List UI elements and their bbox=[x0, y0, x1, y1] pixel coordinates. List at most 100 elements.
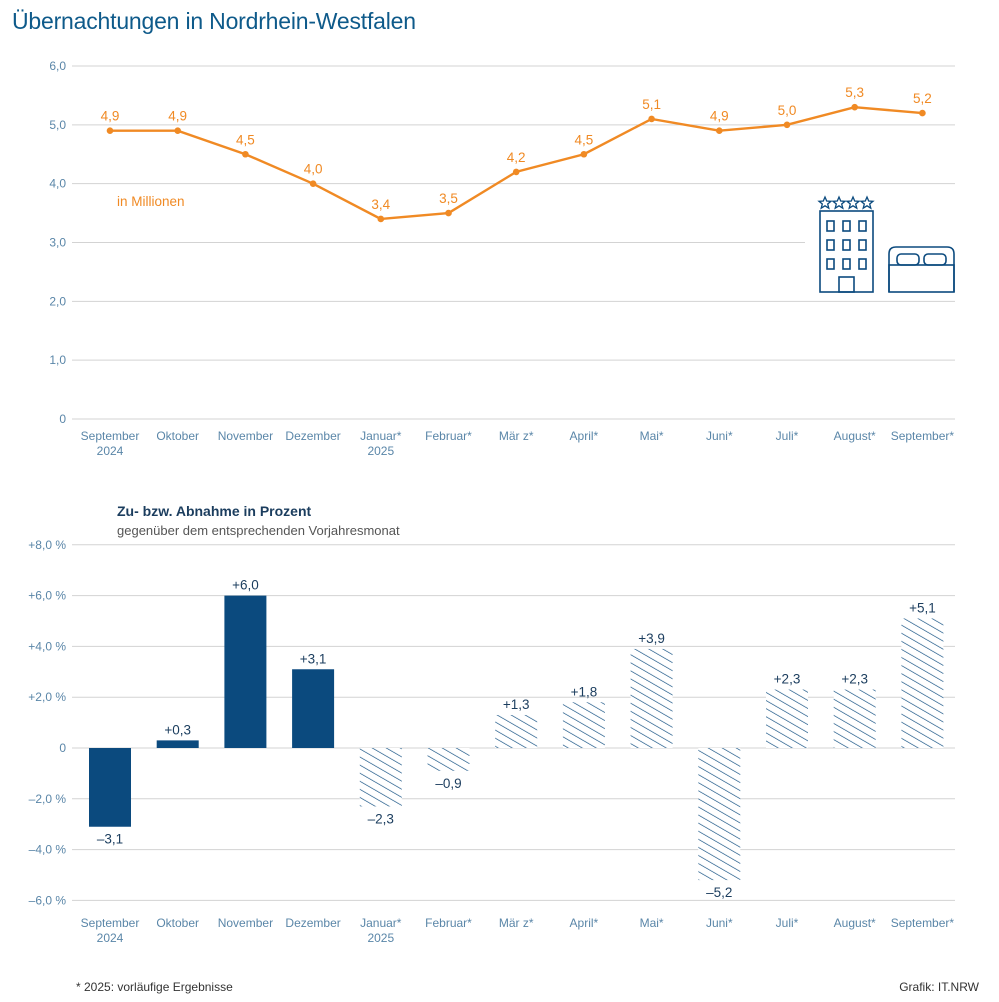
data-label: 3,5 bbox=[439, 191, 458, 206]
y-tick-label: 0 bbox=[59, 412, 66, 426]
footnote: * 2025: vorläufige Ergebnisse bbox=[76, 980, 233, 994]
y-tick-label: 2,0 bbox=[49, 294, 66, 308]
x-tick-label: November bbox=[218, 429, 273, 443]
data-point bbox=[106, 127, 114, 135]
x-tick-label: Februar* bbox=[425, 916, 472, 930]
x-tick-label: Juli* bbox=[776, 916, 799, 930]
bar bbox=[562, 702, 605, 748]
data-label: 4,5 bbox=[575, 132, 594, 147]
bar bbox=[292, 669, 335, 748]
x-tick-label: April* bbox=[570, 429, 599, 443]
x-tick-label: Juli* bbox=[776, 429, 799, 443]
data-label: 5,1 bbox=[642, 97, 661, 112]
bar bbox=[359, 748, 402, 807]
x-tick-label: September* bbox=[891, 429, 955, 443]
hotel-icon bbox=[819, 210, 874, 293]
bar bbox=[495, 714, 538, 748]
y-tick-label: +4,0 % bbox=[28, 639, 66, 653]
x-tick-label: Mär z* bbox=[499, 429, 534, 443]
line-series bbox=[106, 103, 926, 223]
data-point bbox=[174, 127, 181, 135]
bar-y-axis: –6,0 % –4,0 % –2,0 % 0 +2,0 % +4,0 % +6,0 % +8,… bbox=[28, 538, 66, 908]
data-point bbox=[580, 150, 588, 158]
x-tick-label: Mai* bbox=[640, 429, 664, 443]
data-label: +2,3 bbox=[841, 672, 868, 687]
star-icon bbox=[845, 195, 861, 210]
x-tick-label: September 2024 bbox=[81, 916, 140, 945]
bar-x-axis: September 2024 Oktober November Dezember Janu… bbox=[81, 916, 955, 945]
y-tick-label: –6,0 % bbox=[29, 893, 67, 907]
line-x-axis: September 2024 Oktober November Dezember Janu… bbox=[81, 429, 955, 458]
x-tick-label: November bbox=[218, 916, 273, 930]
data-label: –3,1 bbox=[97, 832, 123, 847]
bar-chart-subtitle: gegenüber dem entsprechenden Vorjahresmo… bbox=[117, 523, 400, 538]
data-label: 5,2 bbox=[913, 91, 932, 106]
data-point bbox=[377, 215, 385, 223]
unit-label: in Millionen bbox=[117, 194, 185, 209]
x-tick-label: August* bbox=[834, 916, 876, 930]
bar bbox=[427, 748, 470, 771]
star-icon bbox=[831, 195, 847, 210]
star-icon bbox=[817, 195, 833, 210]
x-tick-label: Dezember bbox=[285, 429, 340, 443]
x-tick-label: September 2024 bbox=[81, 429, 140, 458]
bar bbox=[156, 740, 199, 748]
data-point bbox=[445, 209, 452, 217]
data-label: +3,1 bbox=[300, 651, 327, 666]
data-point bbox=[716, 127, 723, 135]
y-tick-label: 4,0 bbox=[49, 177, 66, 191]
data-point bbox=[309, 180, 317, 187]
data-label: 4,9 bbox=[710, 109, 729, 124]
bar-chart-title: Zu- bzw. Abnahme in Prozent bbox=[117, 503, 312, 519]
x-tick-label: Oktober bbox=[156, 429, 199, 443]
y-tick-label: 1,0 bbox=[49, 353, 66, 367]
x-tick-label: April* bbox=[570, 916, 599, 930]
source-credit: Grafik: IT.NRW bbox=[899, 980, 979, 994]
data-label: +2,3 bbox=[774, 672, 801, 687]
x-tick-label: Oktober bbox=[156, 916, 199, 930]
data-label: 5,0 bbox=[778, 103, 797, 118]
y-tick-label: 3,0 bbox=[49, 236, 66, 250]
x-tick-label: Juni* bbox=[706, 916, 733, 930]
chart-title: Übernachtungen in Nordrhein-Westfalen bbox=[12, 8, 416, 34]
y-tick-label: +6,0 % bbox=[28, 589, 66, 603]
bar-value-labels: –3,1 +0,3 +6,0 +3,1 –2,3 –0,9 +1,3 +1,8 +3,9 –5,2… bbox=[97, 578, 936, 900]
x-tick-label: Januar* 2025 bbox=[360, 916, 402, 945]
data-label: –0,9 bbox=[435, 776, 461, 791]
data-point bbox=[648, 115, 655, 123]
data-label: 4,0 bbox=[304, 162, 323, 177]
data-label: +0,3 bbox=[164, 722, 191, 737]
data-label: +3,9 bbox=[638, 631, 665, 646]
y-tick-label: –4,0 % bbox=[29, 843, 67, 857]
x-tick-label: August* bbox=[834, 429, 876, 443]
bar-chart: Zu- bzw. Abnahme in Prozent gegenüber de… bbox=[28, 503, 955, 945]
data-label: +1,3 bbox=[503, 697, 530, 712]
star-rating-icons bbox=[817, 195, 875, 210]
star-icon bbox=[859, 195, 875, 210]
data-label: +1,8 bbox=[571, 684, 598, 699]
x-tick-label: Januar* 2025 bbox=[360, 429, 402, 458]
y-tick-label: +8,0 % bbox=[28, 538, 66, 552]
data-label: +6,0 bbox=[232, 578, 259, 593]
y-tick-label: 5,0 bbox=[49, 118, 66, 132]
line-gridlines bbox=[72, 65, 955, 420]
data-label: 4,9 bbox=[168, 109, 187, 124]
y-tick-label: –2,0 % bbox=[29, 792, 67, 806]
chart-canvas: 0 1,0 2,0 3,0 4,0 5,0 6,0 September 2024 Oktober… bbox=[28, 59, 955, 945]
bar bbox=[766, 689, 808, 748]
data-label: 5,3 bbox=[845, 85, 864, 100]
line-value-labels: 4,9 4,9 4,5 4,0 3,4 3,5 4,2 4,5 5,1 4,9 5,0 5,3 5,2 bbox=[101, 85, 932, 212]
data-point bbox=[851, 103, 858, 111]
bar bbox=[901, 618, 944, 748]
y-tick-label: 0 bbox=[59, 741, 66, 755]
line-chart: 0 1,0 2,0 3,0 4,0 5,0 6,0 September 2024 Oktober… bbox=[49, 59, 955, 458]
data-point bbox=[512, 168, 520, 176]
data-label: 3,4 bbox=[371, 197, 390, 212]
bar bbox=[833, 689, 876, 748]
data-label: 4,2 bbox=[507, 150, 526, 165]
x-tick-label: Mär z* bbox=[499, 916, 534, 930]
x-tick-label: September* bbox=[891, 916, 955, 930]
bar-series bbox=[89, 595, 944, 881]
bar bbox=[224, 595, 267, 748]
bar bbox=[630, 648, 673, 748]
